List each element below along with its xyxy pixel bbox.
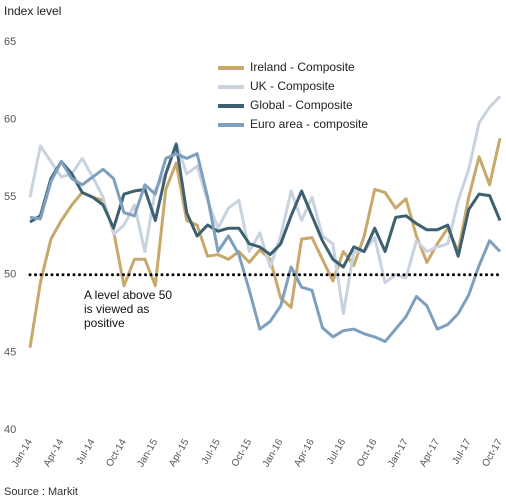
x-tick-label: Oct-15 xyxy=(230,437,255,469)
annotation: is viewed as xyxy=(84,302,149,316)
x-tick-label: Jul-16 xyxy=(325,437,348,466)
x-tick-label: Oct-16 xyxy=(355,437,380,469)
x-tick-label: Apr-16 xyxy=(292,437,317,469)
x-tick-label: Jan-16 xyxy=(261,437,286,469)
y-tick-label: 45 xyxy=(4,346,16,358)
x-tick-label: Oct-14 xyxy=(104,437,129,469)
y-tick-label: 40 xyxy=(4,424,16,436)
series-line xyxy=(29,142,502,269)
series-line xyxy=(29,152,502,343)
x-tick-label: Jan-17 xyxy=(386,437,411,469)
legend-label: Global - Composite xyxy=(250,98,353,112)
chart-title: Index level xyxy=(4,4,61,18)
annotation: positive xyxy=(84,316,125,330)
y-tick-label: 65 xyxy=(4,36,16,48)
x-tick-label: Apr-15 xyxy=(167,437,192,469)
x-tick-label: Jan-15 xyxy=(135,437,160,469)
y-tick-label: 50 xyxy=(4,269,16,281)
x-tick-label: Jul-15 xyxy=(200,437,223,466)
legend-label: Ireland - Composite xyxy=(250,60,355,74)
x-tick-label: Apr-17 xyxy=(418,437,443,469)
legend-label: UK - Composite xyxy=(250,79,335,93)
x-tick-label: Jul-17 xyxy=(450,437,473,466)
x-tick-label: Jul-14 xyxy=(74,437,97,466)
x-tick-label: Apr-14 xyxy=(42,437,67,469)
y-tick-label: 60 xyxy=(4,114,16,126)
x-tick-label: Jan-14 xyxy=(10,437,35,469)
legend-label: Euro area - composite xyxy=(250,117,368,131)
y-tick-label: 55 xyxy=(4,191,16,203)
annotation: A level above 50 xyxy=(84,288,172,302)
source: Source : Markit xyxy=(4,486,78,498)
x-tick-label: Oct-17 xyxy=(480,437,505,469)
